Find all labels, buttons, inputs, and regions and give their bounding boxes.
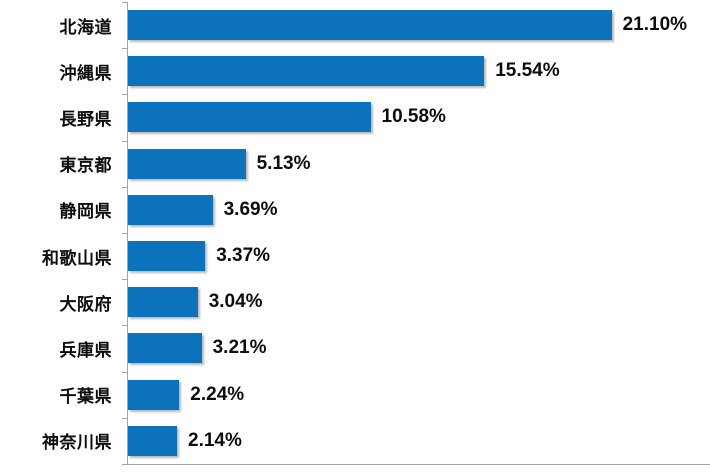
y-axis-tick: [122, 372, 127, 373]
y-axis-tick: [122, 233, 127, 234]
y-axis-line: [127, 2, 128, 464]
row-plot: 5.13%: [128, 148, 710, 179]
chart-row: 神奈川県 2.14%: [0, 418, 710, 464]
row-plot: 3.21%: [128, 333, 710, 364]
row-plot: 10.58%: [128, 102, 710, 133]
row-plot: 2.14%: [128, 425, 710, 456]
value-label: 2.14%: [188, 429, 242, 451]
y-axis-tick: [122, 187, 127, 188]
value-label: 2.24%: [190, 383, 245, 405]
bar: [128, 102, 371, 133]
category-label: 長野県: [59, 109, 112, 129]
value-label: 3.69%: [223, 198, 278, 220]
value-label: 10.58%: [381, 106, 446, 128]
category-label: 沖縄県: [59, 63, 112, 83]
bar: [128, 10, 612, 41]
category-label: 静岡県: [59, 202, 112, 222]
y-axis-tick: [122, 279, 127, 280]
y-axis-tick: [122, 464, 127, 465]
x-axis-line: [127, 464, 710, 465]
chart-row: 大阪府 3.04%: [0, 279, 710, 325]
chart-row: 静岡県 3.69%: [0, 187, 710, 233]
bar: [128, 333, 202, 364]
y-axis-tick: [122, 48, 127, 49]
value-label: 3.04%: [208, 291, 263, 313]
y-axis-tick: [122, 325, 127, 326]
row-plot: 21.10%: [128, 10, 710, 41]
bar: [128, 425, 177, 456]
row-plot: 15.54%: [128, 56, 710, 87]
category-label: 和歌山県: [42, 248, 112, 268]
chart-row: 兵庫県 3.21%: [0, 325, 710, 371]
row-plot: 2.24%: [128, 379, 710, 410]
chart-row: 和歌山県 3.37%: [0, 233, 710, 279]
category-label: 千葉県: [59, 387, 112, 407]
bar: [128, 379, 180, 410]
row-plot: 3.69%: [128, 194, 710, 225]
category-label: 兵庫県: [59, 340, 112, 360]
y-axis-tick: [122, 2, 127, 3]
bar: [128, 241, 206, 272]
value-label: 3.37%: [216, 245, 271, 267]
value-label: 5.13%: [256, 152, 311, 174]
chart-row: 沖縄県 15.54%: [0, 48, 710, 94]
category-label: 北海道: [59, 17, 112, 37]
value-label: 3.21%: [212, 337, 267, 359]
chart-row: 千葉県 2.24%: [0, 372, 710, 418]
chart-row: 北海道 21.10%: [0, 2, 710, 48]
chart-row: 東京都 5.13%: [0, 141, 710, 187]
bar: [128, 194, 213, 225]
row-plot: 3.04%: [128, 287, 710, 318]
y-axis-tick: [122, 418, 127, 419]
y-axis-tick: [122, 94, 127, 95]
category-label: 神奈川県: [42, 433, 112, 453]
value-label: 21.10%: [622, 14, 688, 36]
category-label: 大阪府: [59, 294, 112, 314]
chart-row: 長野県 10.58%: [0, 94, 710, 140]
value-label: 15.54%: [495, 60, 560, 82]
category-label: 東京都: [59, 156, 112, 176]
bar: [128, 287, 198, 318]
bar: [128, 56, 485, 87]
y-axis-tick: [122, 141, 127, 142]
bar: [128, 148, 246, 179]
row-plot: 3.37%: [128, 241, 710, 272]
